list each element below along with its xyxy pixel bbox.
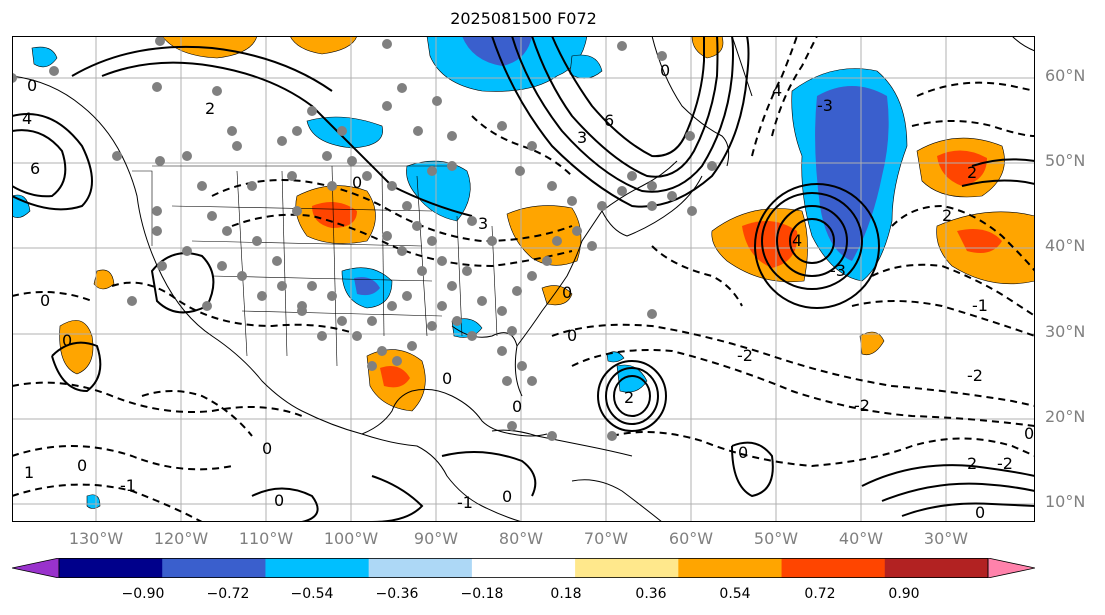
colorbar-tick: −0.18 — [460, 586, 504, 602]
contour-label: -2 — [854, 396, 870, 415]
contour-label: 3 — [478, 214, 488, 233]
contour-label: 0 — [77, 456, 87, 475]
colorbar-tick: −0.90 — [121, 586, 165, 602]
lat-label-40n: 40°N — [1045, 236, 1086, 255]
colorbar-tick: −0.72 — [206, 586, 250, 602]
colorbar-segment — [678, 558, 783, 578]
contour-label: -2 — [737, 346, 753, 365]
colorbar-tick: 0.72 — [804, 586, 836, 602]
contour-label: -2 — [967, 366, 983, 385]
weather-map: 0 4 6 2 0 3 6 3 0 0 0 0 0 -1 0 0 0 0 -2 … — [12, 36, 1035, 522]
contour-label: -1 — [972, 296, 988, 315]
colorbar — [12, 558, 1035, 578]
lon-label-80w: 80°W — [498, 529, 544, 548]
colorbar-extend-low — [12, 558, 60, 578]
contour-label: 2 — [624, 388, 634, 407]
contour-label: 0 — [352, 173, 362, 192]
colorbar-segment — [368, 558, 473, 578]
lon-label-60w: 60°W — [668, 529, 714, 548]
negative-contours — [12, 36, 1035, 522]
contour-label: 6 — [604, 111, 614, 130]
contour-label: -1 — [457, 493, 473, 512]
colorbar-tick: 0.54 — [719, 586, 751, 602]
contour-label: 4 — [792, 231, 802, 250]
colorbar-segment — [781, 558, 886, 578]
contour-label: 0 — [62, 331, 72, 350]
contour-label: 0 — [738, 443, 748, 462]
map-frame — [12, 36, 1035, 522]
lon-label-50w: 50°W — [753, 529, 799, 548]
lat-label-10n: 10°N — [1045, 492, 1086, 511]
contour-label: 0 — [562, 283, 572, 302]
contour-label: 2 — [205, 99, 215, 118]
colorbar-segment — [884, 558, 989, 578]
colorbar-segment — [471, 558, 576, 578]
contour-label: -2 — [997, 454, 1013, 473]
contour-label: 2 — [967, 163, 977, 182]
contour-label: 4 — [772, 81, 782, 100]
lon-label-110w: 110°W — [238, 529, 294, 548]
shaded-anomaly-fields — [12, 36, 1035, 509]
contour-label: 6 — [30, 159, 40, 178]
contour-label: 4 — [22, 109, 32, 128]
colorbar-tick: −0.36 — [375, 586, 419, 602]
station-markers — [12, 36, 717, 441]
contour-label: 1 — [24, 463, 34, 482]
colorbar-frame — [58, 558, 989, 578]
colorbar-tick: 0.18 — [550, 586, 582, 602]
contour-label: 2 — [942, 206, 952, 225]
contour-label: 0 — [975, 503, 985, 522]
contour-label: -3 — [830, 261, 846, 280]
contour-label: 0 — [1024, 424, 1034, 443]
contour-label: 0 — [567, 326, 577, 345]
contour-label: 2 — [967, 454, 977, 473]
contour-label: 0 — [502, 487, 512, 506]
lat-label-60n: 60°N — [1045, 66, 1086, 85]
contour-label: 0 — [512, 397, 522, 416]
lon-label-130w: 130°W — [68, 529, 124, 548]
colorbar-segment — [59, 558, 163, 578]
map-title: 2025081500 F072 — [450, 9, 597, 28]
colorbar-segment — [162, 558, 266, 578]
lon-label-100w: 100°W — [323, 529, 379, 548]
contour-label: 0 — [274, 491, 284, 510]
contour-label: -1 — [120, 476, 136, 495]
contour-label: 0 — [442, 369, 452, 388]
contour-label: -3 — [817, 96, 833, 115]
lon-label-90w: 90°W — [413, 529, 459, 548]
colorbar-tick: 0.90 — [888, 586, 920, 602]
lon-label-120w: 120°W — [153, 529, 209, 548]
lon-label-40w: 40°W — [838, 529, 884, 548]
colorbar-segment — [575, 558, 679, 578]
colorbar-extend-high — [987, 558, 1035, 578]
lat-label-50n: 50°N — [1045, 151, 1086, 170]
positive-contours — [12, 36, 1035, 522]
lon-label-30w: 30°W — [923, 529, 969, 548]
colorbar-tick: −0.54 — [290, 586, 334, 602]
contour-label: 0 — [40, 291, 50, 310]
contour-label: 3 — [577, 128, 587, 147]
colorbar-tick: 0.36 — [635, 586, 667, 602]
contour-label: 0 — [262, 439, 272, 458]
lat-label-20n: 20°N — [1045, 407, 1086, 426]
contour-label: 0 — [660, 61, 670, 80]
lon-label-70w: 70°W — [583, 529, 629, 548]
contour-label: 0 — [27, 76, 37, 95]
colorbar-segment — [265, 558, 370, 578]
lat-lon-grid — [12, 36, 1035, 522]
contour-labels: 0 4 6 2 0 3 6 3 0 0 0 0 0 -1 0 0 0 0 -2 … — [22, 61, 1034, 522]
lat-label-30n: 30°N — [1045, 322, 1086, 341]
